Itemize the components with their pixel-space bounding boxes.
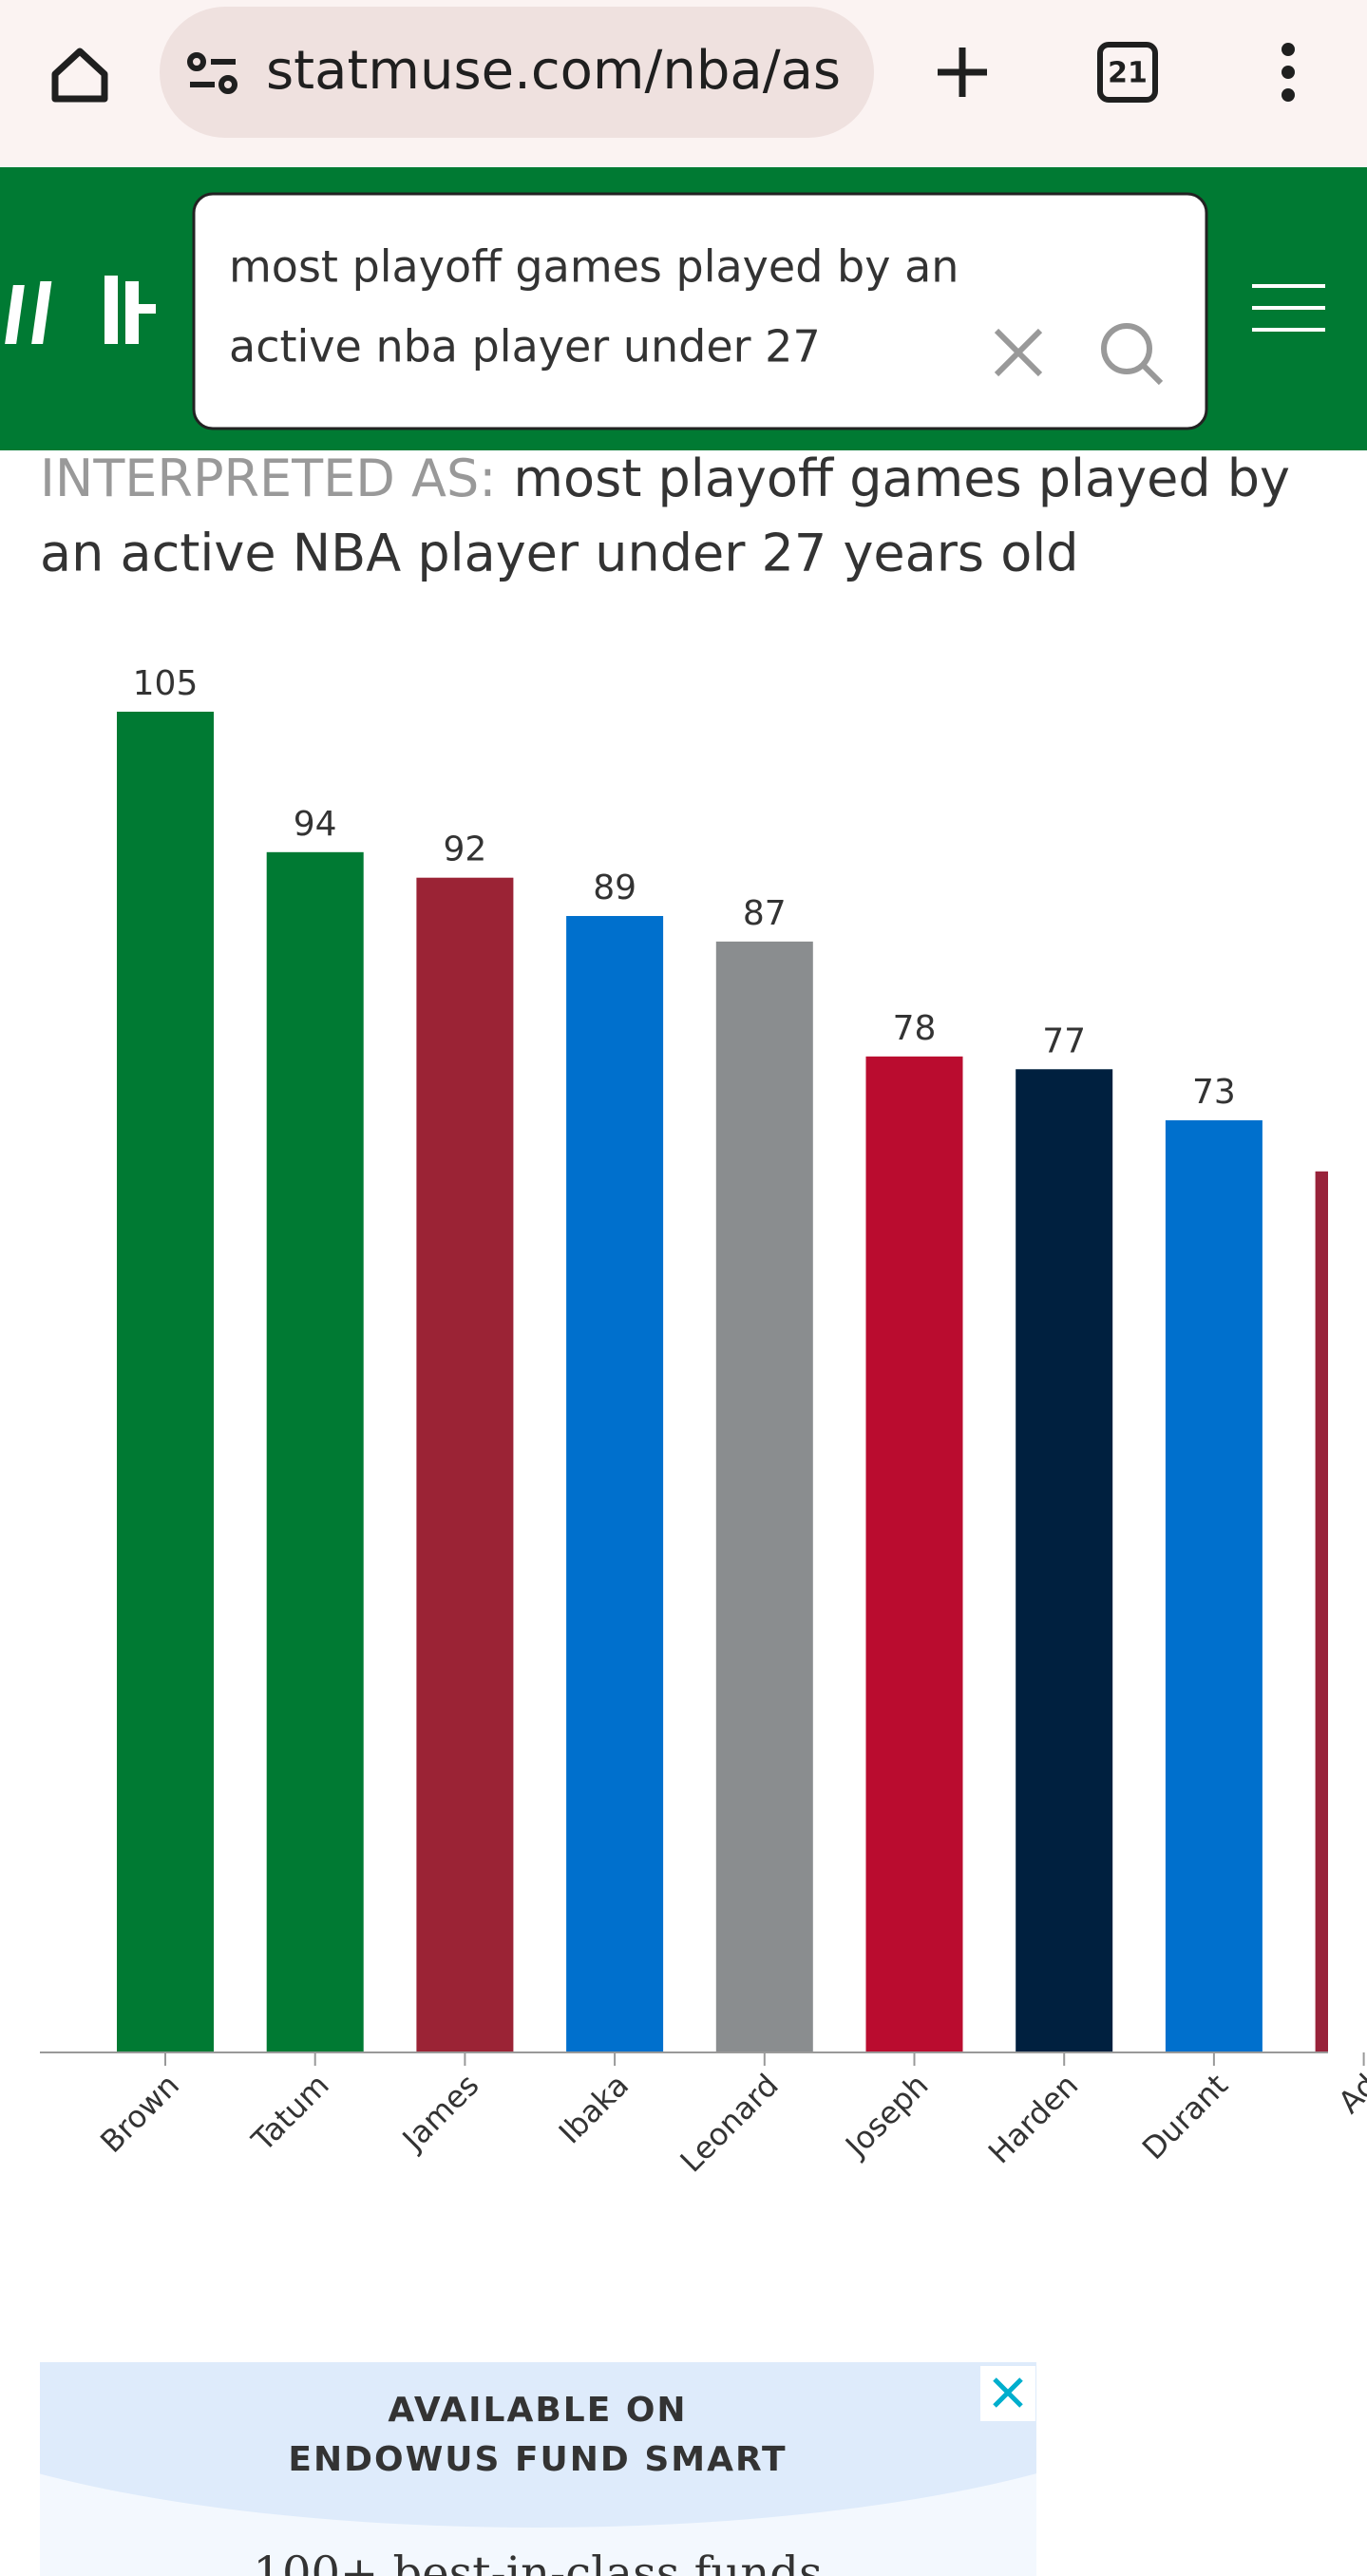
x-tick-label: Joseph bbox=[837, 2067, 935, 2165]
bar bbox=[1315, 1171, 1328, 2052]
bar bbox=[1016, 1069, 1113, 2052]
search-query[interactable]: active nba player under 27 bbox=[229, 321, 821, 372]
interpreted-line: INTERPRETED AS: most playoff games played… bbox=[40, 448, 1290, 508]
x-tick-label: Ad bbox=[1331, 2067, 1367, 2120]
x-tick-label: Tatum bbox=[244, 2067, 336, 2159]
ad-shape bbox=[40, 2362, 1036, 2528]
x-tick-label: James bbox=[394, 2067, 486, 2159]
value-label: 73 bbox=[1192, 1073, 1236, 1112]
x-tick-label: Ibaka bbox=[552, 2067, 636, 2150]
interpreted-text: an active NBA player under 27 years old bbox=[40, 524, 1079, 583]
bar bbox=[117, 712, 214, 2052]
bar bbox=[1165, 1120, 1263, 2052]
home-button[interactable] bbox=[51, 48, 108, 103]
search-button[interactable] bbox=[1101, 323, 1164, 386]
x-axis: Brown Tatum James Ibaka Leonard Joseph Harden D… bbox=[40, 2051, 1367, 2179]
advertisement[interactable]: AVAILABLE ON ENDOWUS FUND SMART 100+ bes… bbox=[0, 2185, 1222, 2576]
interpreted-text: most playoff games played by bbox=[513, 448, 1290, 508]
tabs-button[interactable] bbox=[1097, 42, 1158, 103]
bar bbox=[416, 877, 514, 2052]
site-info-icon[interactable] bbox=[187, 52, 237, 94]
ad-close-icon[interactable] bbox=[993, 2377, 1023, 2408]
value-label: 69 bbox=[1342, 1124, 1367, 1163]
interpreted-label: INTERPRETED AS: bbox=[40, 448, 496, 508]
url-bar[interactable] bbox=[160, 7, 874, 138]
x-tick-label: Durant bbox=[1135, 2067, 1235, 2166]
bar bbox=[865, 1056, 963, 2052]
tab-count: 21 bbox=[1108, 57, 1148, 90]
value-label: 87 bbox=[743, 894, 787, 933]
value-label: 77 bbox=[1042, 1021, 1086, 1060]
search-box[interactable] bbox=[192, 192, 1208, 430]
value-label: 89 bbox=[593, 868, 636, 907]
value-label: 92 bbox=[443, 830, 486, 869]
ad-text: 100+ best-in-class funds bbox=[253, 2547, 822, 2576]
x-tick-label: Brown bbox=[93, 2067, 186, 2160]
search-query[interactable]: most playoff games played by an bbox=[229, 241, 959, 293]
x-tick-label: Leonard bbox=[674, 2067, 786, 2179]
ad-text: ENDOWUS FUND SMART bbox=[288, 2440, 787, 2479]
url-text[interactable]: statmuse.com/nba/as bbox=[266, 40, 841, 102]
menu-button[interactable] bbox=[1282, 43, 1295, 102]
bar bbox=[715, 941, 813, 2052]
clear-button[interactable] bbox=[994, 328, 1043, 377]
new-tab-button[interactable] bbox=[938, 48, 987, 97]
nav-menu[interactable] bbox=[1252, 284, 1325, 332]
value-label: 94 bbox=[294, 805, 337, 844]
bar-chart: 105 94 92 89 87 78 77 73 69 bbox=[117, 664, 1367, 2052]
value-label: 78 bbox=[893, 1009, 937, 1048]
bar bbox=[266, 851, 364, 2052]
x-tick-label: Harden bbox=[981, 2067, 1085, 2170]
logo[interactable] bbox=[5, 276, 156, 344]
value-label: 105 bbox=[133, 664, 199, 703]
ad-text: AVAILABLE ON bbox=[388, 2391, 687, 2430]
bar bbox=[566, 916, 664, 2052]
